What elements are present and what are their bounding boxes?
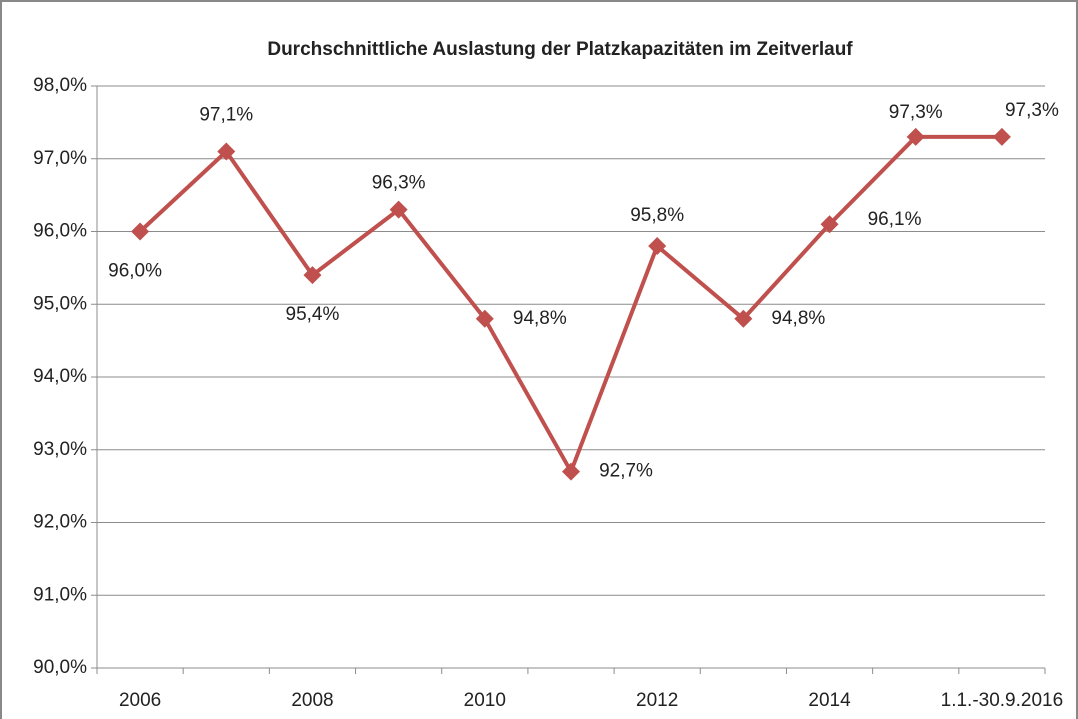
data-label: 96,1% — [868, 209, 922, 230]
data-label: 94,8% — [513, 308, 567, 329]
y-tick-label: 98,0% — [33, 75, 87, 96]
data-label: 96,0% — [108, 261, 162, 282]
data-label: 94,8% — [771, 308, 825, 329]
marker — [648, 237, 667, 256]
marker — [992, 127, 1011, 146]
x-tick-label: 2014 — [808, 690, 851, 711]
x-tick-label: 2010 — [464, 690, 506, 711]
marker — [820, 215, 839, 234]
y-tick-label: 90,0% — [33, 657, 87, 678]
chart-title: Durchschnittliche Auslastung der Platzka… — [267, 39, 853, 60]
x-tick-label: 2006 — [119, 690, 161, 711]
x-tick-label: 2012 — [636, 690, 678, 711]
data-label: 95,8% — [630, 205, 684, 226]
y-tick-label: 94,0% — [33, 366, 87, 387]
marker — [906, 127, 925, 146]
y-tick-label: 95,0% — [33, 293, 87, 314]
data-label: 95,4% — [286, 304, 340, 325]
y-tick-label: 92,0% — [33, 512, 87, 533]
data-label: 92,7% — [599, 461, 653, 482]
marker — [217, 142, 236, 161]
marker — [734, 309, 753, 328]
data-label: 97,1% — [199, 104, 253, 125]
data-label: 96,3% — [372, 173, 426, 194]
y-tick-label: 91,0% — [33, 584, 87, 605]
data-label: 97,3% — [889, 102, 943, 123]
y-tick-label: 96,0% — [33, 221, 87, 242]
marker — [562, 462, 580, 481]
data-label: 97,3% — [1005, 100, 1059, 121]
y-tick-label: 93,0% — [33, 439, 87, 460]
x-tick-label: 2008 — [291, 690, 333, 711]
marker — [475, 309, 494, 328]
marker — [389, 200, 408, 219]
marker — [303, 266, 322, 285]
x-tick-label: 1.1.-30.9.2016 — [941, 690, 1064, 711]
y-tick-label: 97,0% — [33, 148, 87, 169]
marker — [131, 222, 150, 241]
